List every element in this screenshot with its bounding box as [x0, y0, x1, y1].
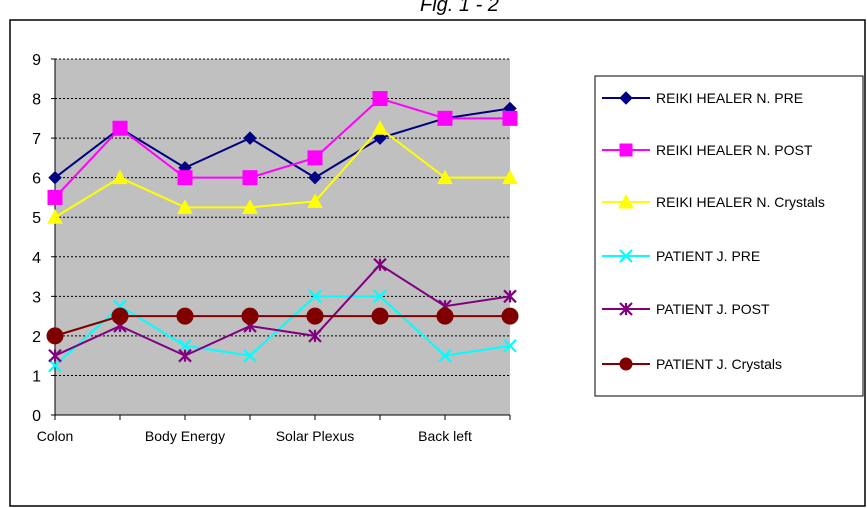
- data-point-square: [242, 170, 258, 186]
- data-point-triangle: [437, 169, 453, 185]
- data-point-circle: [111, 307, 129, 325]
- legend-entry: PATIENT J. Crystals: [602, 356, 782, 372]
- data-point-x: [243, 348, 257, 363]
- legend-label: PATIENT J. PRE: [656, 248, 760, 264]
- data-point-square: [372, 91, 388, 107]
- data-point-triangle: [177, 199, 193, 214]
- data-point-triangle: [242, 199, 258, 214]
- legend-entry: REIKI HEALER N. PRE: [602, 90, 803, 106]
- y-tick-label: 7: [32, 131, 41, 148]
- data-point-star: [619, 302, 633, 316]
- legend-label: PATIENT J. Crystals: [656, 356, 782, 372]
- legend-entry: REIKI HEALER N. Crystals: [602, 193, 825, 210]
- series-2: [47, 91, 518, 205]
- y-tick-label: 5: [32, 210, 41, 227]
- data-point-triangle: [112, 169, 128, 185]
- data-point-circle: [46, 327, 64, 345]
- x-tick-label: Body Energy: [145, 428, 225, 444]
- data-point-circle: [241, 307, 259, 325]
- series-line: [54, 315, 510, 337]
- data-point-star: [178, 348, 192, 363]
- legend-label: REIKI HEALER N. POST: [656, 142, 813, 158]
- data-point-square: [177, 170, 193, 186]
- data-point-triangle: [47, 209, 63, 224]
- data-point-circle: [306, 307, 324, 325]
- y-tick-label: 4: [32, 250, 41, 267]
- data-point-circle: [619, 357, 633, 371]
- series-line: [54, 295, 511, 367]
- data-point-triangle: [307, 193, 323, 208]
- data-point-triangle: [502, 169, 518, 185]
- series-layer: [46, 91, 519, 373]
- data-point-star: [48, 348, 62, 363]
- legend-entry: PATIENT J. POST: [602, 301, 770, 317]
- data-point-square: [47, 189, 63, 205]
- data-point-star: [373, 257, 387, 272]
- legend-label: PATIENT J. POST: [656, 301, 770, 317]
- figure-title: Fig. 1 - 2: [420, 0, 499, 16]
- y-tick-label: 8: [32, 92, 41, 109]
- data-point-diamond: [48, 170, 62, 185]
- data-point-x: [178, 339, 192, 353]
- data-point-x: [438, 348, 452, 363]
- legend-entry: PATIENT J. PRE: [602, 248, 760, 264]
- legend-box: [594, 75, 864, 397]
- data-point-circle: [176, 307, 194, 325]
- data-point-star: [503, 289, 517, 304]
- data-point-x: [48, 358, 62, 373]
- data-point-square: [502, 110, 518, 126]
- data-point-diamond: [308, 170, 322, 185]
- y-tick-label: 3: [32, 289, 41, 306]
- series-3: [47, 120, 518, 224]
- data-point-circle: [501, 307, 519, 325]
- axes: 0 1 2 3 4 5 6 7 8 9 Colon Body Energy Solar Plexus Ba…: [32, 52, 511, 444]
- y-tick-label: 6: [32, 171, 41, 188]
- y-tick-label: 0: [32, 408, 41, 425]
- data-point-circle: [436, 307, 454, 325]
- data-point-square: [307, 150, 323, 166]
- data-point-diamond: [243, 131, 257, 145]
- series-line: [54, 263, 511, 357]
- legend-entry: REIKI HEALER N. POST: [602, 142, 813, 158]
- data-point-x: [308, 289, 322, 304]
- series-line: [54, 107, 511, 179]
- plot-area: [55, 59, 510, 415]
- x-tick-label: Colon: [37, 428, 74, 444]
- y-tick-label: 1: [32, 368, 41, 385]
- data-point-x: [503, 339, 517, 353]
- x-tick-label: Solar Plexus: [276, 428, 355, 444]
- data-point-square: [112, 120, 128, 136]
- data-point-triangle: [618, 193, 634, 209]
- data-point-square: [437, 110, 453, 126]
- y-tick-label: 9: [32, 52, 41, 69]
- data-point-x: [619, 249, 633, 263]
- data-point-star: [308, 329, 322, 343]
- legend-label: REIKI HEALER N. PRE: [656, 90, 803, 106]
- data-point-x: [373, 289, 387, 304]
- x-tick-label: Back left: [418, 428, 472, 444]
- series-4: [48, 289, 517, 373]
- series-line: [54, 126, 510, 219]
- series-line: [54, 97, 510, 199]
- data-point-circle: [371, 307, 389, 325]
- legend-label: REIKI HEALER N. Crystals: [656, 194, 825, 210]
- data-point-square: [619, 143, 633, 157]
- y-tick-label: 2: [32, 329, 41, 346]
- legend: REIKI HEALER N. PRE REIKI HEALER N. POST R…: [602, 90, 825, 372]
- data-point-diamond: [619, 91, 633, 105]
- data-point-triangle: [372, 120, 388, 135]
- data-point-diamond: [373, 131, 387, 145]
- series-6: [46, 307, 519, 345]
